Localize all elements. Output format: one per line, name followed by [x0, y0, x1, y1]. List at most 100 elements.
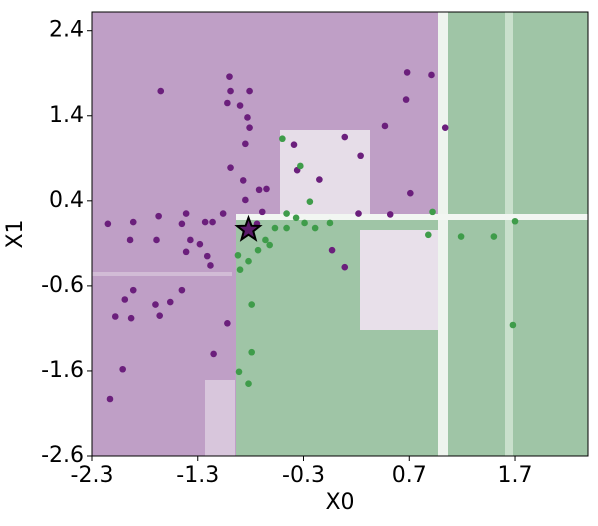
point — [219, 210, 227, 217]
point — [301, 219, 308, 227]
point — [306, 198, 314, 205]
point — [227, 164, 234, 171]
boundary-stripe — [505, 12, 513, 456]
point — [129, 286, 137, 294]
boundary-stripe — [236, 214, 588, 220]
point — [509, 321, 517, 329]
light-region — [205, 380, 235, 456]
point — [207, 262, 214, 269]
x-tick-label: 1.7 — [498, 463, 533, 488]
point — [126, 236, 134, 244]
point — [355, 210, 362, 217]
point — [157, 87, 165, 95]
point — [457, 233, 465, 240]
point — [224, 320, 231, 327]
point — [234, 251, 242, 259]
x-tick-label: 0.7 — [392, 463, 427, 488]
point — [152, 301, 159, 308]
point — [127, 314, 135, 322]
y-tick-label: -2.6 — [41, 443, 84, 468]
point — [328, 246, 336, 254]
point — [357, 152, 364, 160]
y-tick-label: 2.4 — [49, 18, 84, 43]
point — [403, 69, 411, 76]
mixed-region — [360, 230, 440, 330]
point — [242, 140, 249, 148]
x-tick-label: -1.3 — [176, 463, 219, 488]
point — [311, 224, 319, 232]
y-axis-label: X1 — [3, 219, 28, 248]
point — [187, 236, 194, 244]
point — [246, 87, 253, 95]
x-tick-label: -0.3 — [282, 463, 325, 488]
point — [210, 350, 217, 358]
point — [292, 214, 300, 222]
point — [407, 189, 414, 197]
point — [182, 210, 190, 217]
point — [201, 218, 209, 226]
point — [248, 301, 255, 308]
decision-regions — [92, 12, 588, 456]
point — [245, 257, 252, 265]
point — [182, 248, 190, 256]
plot-frame — [91, 11, 589, 457]
point — [511, 217, 519, 225]
point — [227, 87, 234, 95]
point — [283, 210, 290, 217]
point — [266, 241, 273, 249]
point — [246, 124, 253, 131]
point — [245, 380, 252, 388]
point — [178, 286, 186, 294]
boundary-stripe — [438, 12, 448, 456]
point — [203, 252, 211, 260]
y-tick-label: -0.6 — [41, 273, 84, 298]
point — [341, 133, 349, 141]
point — [155, 212, 162, 220]
point — [341, 263, 349, 271]
point — [121, 296, 129, 303]
point — [428, 71, 435, 79]
point — [111, 313, 119, 320]
point — [316, 176, 323, 183]
point — [402, 96, 410, 103]
point — [263, 185, 270, 193]
point — [104, 220, 112, 228]
point — [326, 219, 334, 227]
point — [297, 162, 304, 170]
point — [153, 236, 160, 244]
point — [242, 196, 249, 204]
point — [156, 312, 163, 319]
point — [224, 99, 231, 107]
y-tick-label: 0.4 — [49, 188, 84, 213]
point — [235, 368, 243, 376]
point — [248, 348, 255, 356]
green-region — [448, 12, 588, 456]
point — [209, 218, 216, 226]
point — [236, 266, 244, 274]
x-axis-label: X0 — [325, 490, 354, 515]
point — [271, 224, 279, 232]
point — [129, 218, 137, 226]
point — [279, 135, 286, 143]
point — [106, 395, 114, 403]
point — [441, 124, 449, 131]
point — [196, 240, 204, 248]
x-tick-label: -2.3 — [71, 463, 114, 488]
y-tick-label: -1.6 — [41, 358, 84, 383]
point — [381, 122, 389, 130]
point — [178, 220, 186, 228]
point — [119, 365, 126, 373]
point — [226, 73, 233, 80]
point — [239, 177, 247, 184]
point — [262, 236, 269, 244]
star-marker — [234, 214, 263, 242]
point — [283, 224, 290, 232]
point — [290, 141, 298, 148]
point — [255, 186, 263, 194]
point — [236, 102, 244, 109]
point — [244, 114, 251, 121]
boundary-stripe — [92, 272, 232, 276]
point — [166, 298, 174, 306]
point — [386, 211, 394, 218]
